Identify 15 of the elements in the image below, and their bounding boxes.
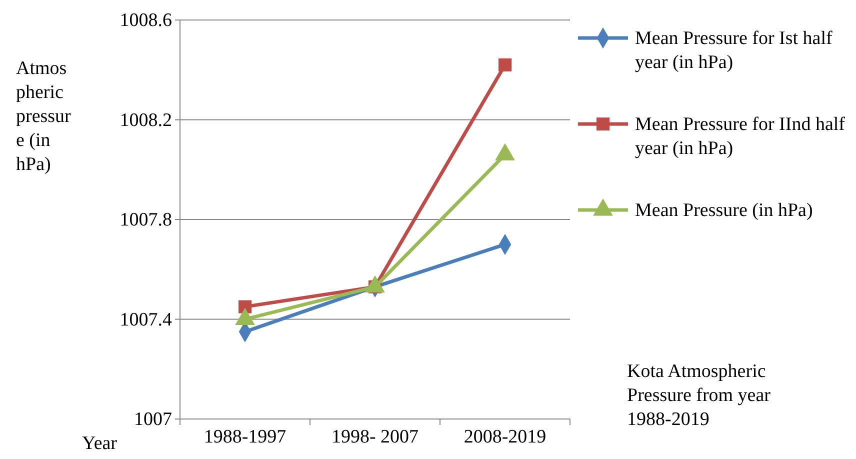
text: Kota Atmospheric Pressure from year 1988-2019 bbox=[627, 361, 772, 430]
y-tick-label: 1007.8 bbox=[120, 210, 172, 231]
x-axis-title: Year bbox=[82, 433, 118, 454]
y-tick-label: 1008.6 bbox=[120, 10, 172, 32]
y-tick-label: 1007.4 bbox=[120, 309, 172, 330]
point bbox=[498, 58, 512, 72]
y-axis-title: Atmospheric pressure (in hPa) bbox=[16, 58, 72, 175]
x-tick-label: 1998- 2007 bbox=[331, 426, 419, 448]
legend-label: Mean Pressure (in hPa) bbox=[635, 200, 813, 221]
x-tick-label: 1988-1997 bbox=[204, 426, 286, 448]
legend-label: Mean Pressure for Ist half year (in hPa) bbox=[635, 28, 833, 73]
y-tick-label: 1008.2 bbox=[120, 110, 172, 131]
x-tick-label: 2008-2019 bbox=[464, 426, 546, 448]
legend-label: Mean Pressure for IInd half year (in hPa) bbox=[635, 114, 846, 159]
y-tick-label: 1007 bbox=[134, 409, 172, 430]
